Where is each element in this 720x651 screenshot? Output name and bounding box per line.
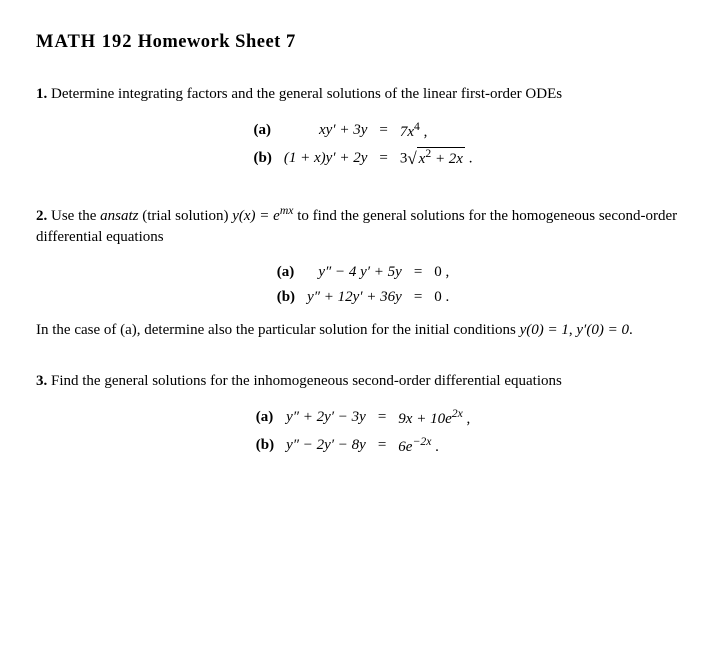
- problem-3a-label: (a): [250, 404, 280, 432]
- problem-1a-label: (a): [248, 117, 278, 145]
- sqrt-icon: √x2 + 2x: [407, 147, 465, 171]
- course-code: MATH 192: [36, 32, 133, 52]
- problem-2-equations: (a) y″ − 4 y′ + 5y = 0 , (b) y″ + 12y′ +…: [271, 260, 456, 310]
- page-title: MATH 192 Homework Sheet 7: [36, 30, 690, 56]
- problem-2: 2. Use the ansatz (trial solution) y(x) …: [36, 203, 690, 341]
- problem-3-intro: 3. Find the general solutions for the in…: [36, 371, 690, 392]
- problem-1a-eq: =: [373, 117, 393, 145]
- problem-3a-row: (a) y″ + 2y′ − 3y = 9x + 10e2x ,: [250, 404, 477, 432]
- problem-1a-lhs: xy′ + 3y: [278, 117, 374, 145]
- problem-1a-rhs: 7x4 ,: [394, 117, 479, 145]
- problem-1b-eq: =: [373, 145, 393, 173]
- problem-2-num: 2.: [36, 208, 47, 224]
- problem-3b-label: (b): [250, 432, 280, 460]
- problem-1-intro: 1. Determine integrating factors and the…: [36, 84, 690, 105]
- problem-1b-rhs: 3√x2 + 2x .: [394, 145, 479, 173]
- problem-3a-rhs: 9x + 10e2x ,: [392, 404, 476, 432]
- problem-2b-eq: =: [408, 285, 428, 310]
- problem-3b-row: (b) y″ − 2y′ − 8y = 6e−2x .: [250, 432, 477, 460]
- problem-1b-row: (b) (1 + x)y′ + 2y = 3√x2 + 2x .: [248, 145, 479, 173]
- problem-2a-eq: =: [408, 260, 428, 285]
- problem-3: 3. Find the general solutions for the in…: [36, 371, 690, 460]
- problem-2a-rhs: 0 ,: [428, 260, 455, 285]
- problem-3-text: Find the general solutions for the inhom…: [51, 373, 562, 389]
- ansatz-word: ansatz: [100, 208, 138, 224]
- problem-3-equations: (a) y″ + 2y′ − 3y = 9x + 10e2x , (b) y″ …: [250, 404, 477, 460]
- problem-2-note: In the case of (a), determine also the p…: [36, 320, 690, 341]
- problem-2b-label: (b): [271, 285, 301, 310]
- problem-3a-lhs: y″ + 2y′ − 3y: [280, 404, 372, 432]
- problem-2b-row: (b) y″ + 12y′ + 36y = 0 .: [271, 285, 456, 310]
- problem-1b-lhs: (1 + x)y′ + 2y: [278, 145, 374, 173]
- problem-1a-row: (a) xy′ + 3y = 7x4 ,: [248, 117, 479, 145]
- problem-3b-eq: =: [372, 432, 392, 460]
- problem-2-intro: 2. Use the ansatz (trial solution) y(x) …: [36, 203, 690, 248]
- problem-2a-lhs: y″ − 4 y′ + 5y: [301, 260, 408, 285]
- problem-1b-label: (b): [248, 145, 278, 173]
- title-rest: Homework Sheet 7: [133, 32, 296, 52]
- problem-1: 1. Determine integrating factors and the…: [36, 84, 690, 173]
- problem-1-text: Determine integrating factors and the ge…: [51, 86, 562, 102]
- problem-3-num: 3.: [36, 373, 47, 389]
- problem-2b-lhs: y″ + 12y′ + 36y: [301, 285, 408, 310]
- problem-3b-rhs: 6e−2x .: [392, 432, 476, 460]
- problem-2b-rhs: 0 .: [428, 285, 455, 310]
- problem-1-num: 1.: [36, 86, 47, 102]
- problem-3b-lhs: y″ − 2y′ − 8y: [280, 432, 372, 460]
- problem-3a-eq: =: [372, 404, 392, 432]
- problem-2a-label: (a): [271, 260, 301, 285]
- problem-2a-row: (a) y″ − 4 y′ + 5y = 0 ,: [271, 260, 456, 285]
- problem-1-equations: (a) xy′ + 3y = 7x4 , (b) (1 + x)y′ + 2y …: [248, 117, 479, 173]
